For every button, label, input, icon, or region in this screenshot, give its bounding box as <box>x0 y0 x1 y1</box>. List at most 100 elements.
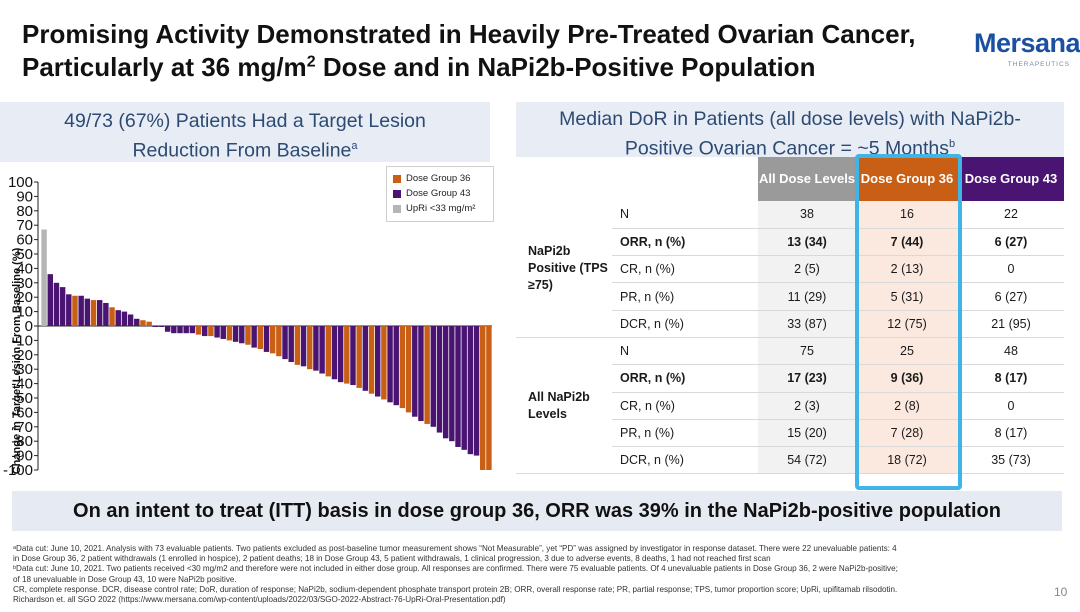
table-row: CR, n (%) 2 (3) 2 (8) 0 <box>516 392 1064 420</box>
waterfall-bar <box>214 326 220 338</box>
waterfall-header-line-1: 49/73 (67%) Patients Had a Target Lesion <box>64 110 426 132</box>
waterfall-bar <box>405 326 412 413</box>
waterfall-bar <box>418 326 424 422</box>
slide-title-line-2: Particularly at 36 mg/m2 Dose and in NaP… <box>22 51 962 84</box>
legend-item-dose36: Dose Group 36 <box>393 171 487 186</box>
waterfall-bar <box>164 326 171 332</box>
waterfall-bar <box>257 326 264 350</box>
waterfall-bar <box>486 326 492 470</box>
cell-all: 75 <box>758 336 856 366</box>
row-label: ORR, n (%) <box>612 364 758 393</box>
cell-dose43: 8 (17) <box>958 364 1064 393</box>
waterfall-bar <box>66 294 72 326</box>
waterfall-header-line-2-text: Reduction From Baseline <box>132 139 352 162</box>
waterfall-bar <box>177 326 183 334</box>
waterfall-bar <box>59 287 66 326</box>
cell-dose36: 2 (8) <box>856 392 958 420</box>
slide-title: Promising Activity Demonstrated in Heavi… <box>22 18 962 84</box>
cell-dose36: 2 (13) <box>856 255 958 284</box>
cell-dose43: 22 <box>958 201 1064 229</box>
waterfall-bar <box>263 326 270 352</box>
cell-dose36: 18 (72) <box>856 446 958 475</box>
cell-all: 38 <box>758 201 856 229</box>
footnote-line: ᵇData cut: June 10, 2021. Two patients r… <box>13 564 898 574</box>
waterfall-bar <box>140 320 146 326</box>
waterfall-bar <box>424 326 430 424</box>
title-line-2-sup: 2 <box>306 53 316 71</box>
table-row: ORR, n (%) 13 (34) 7 (44) 6 (27) <box>516 228 1064 257</box>
waterfall-bar <box>399 326 406 409</box>
page-number: 10 <box>1054 585 1068 599</box>
cell-all: 2 (5) <box>758 255 856 284</box>
y-tick-label: -80 <box>11 433 33 450</box>
waterfall-header-line-2: Reduction From Baselinea <box>0 134 490 164</box>
cell-dose43: 48 <box>958 336 1064 366</box>
waterfall-bar <box>41 229 47 326</box>
waterfall-bar <box>473 326 480 456</box>
waterfall-bar <box>90 300 97 326</box>
waterfall-bar <box>121 311 128 326</box>
table-row: CR, n (%) 2 (5) 2 (13) 0 <box>516 255 1064 284</box>
waterfall-bar <box>294 326 301 365</box>
group-label-all-napi2b: All NaPi2b Levels <box>516 336 612 475</box>
waterfall-bar <box>455 326 461 447</box>
waterfall-bar <box>480 326 486 470</box>
logo-wordmark: Mersana <box>974 28 1080 58</box>
waterfall-bar <box>449 326 455 442</box>
waterfall-bar <box>325 326 331 377</box>
waterfall-bar <box>307 326 313 370</box>
waterfall-bar <box>356 326 362 388</box>
footnote-line: ᵃData cut: June 10, 2021. Analysis with … <box>13 544 897 553</box>
waterfall-bar <box>442 326 449 439</box>
waterfall-chart: 1009080706050403020100-10-20-30-40-50-60… <box>3 174 492 479</box>
waterfall-bar <box>232 326 239 342</box>
legend-label-dose36: Dose Group 36 <box>406 173 471 184</box>
cell-dose36: 7 (28) <box>856 419 958 448</box>
waterfall-bar <box>146 321 152 326</box>
y-tick-label: -40 <box>11 376 33 393</box>
waterfall-bar <box>134 318 140 326</box>
y-tick-label: -70 <box>11 419 33 436</box>
waterfall-bar <box>183 326 189 334</box>
cell-dose43: 21 (95) <box>958 310 1064 338</box>
row-label: PR, n (%) <box>612 419 758 448</box>
legend-label-upri: UpRi <33 mg/m² <box>406 203 476 214</box>
header-dose-group-36: Dose Group 36 <box>856 157 958 201</box>
waterfall-bar <box>374 326 381 397</box>
row-label: N <box>612 201 758 229</box>
y-axis-title: Change in Target Lesion From Baseline (%… <box>11 247 23 475</box>
cell-dose43: 8 (17) <box>958 419 1064 448</box>
waterfall-bar <box>115 310 121 326</box>
waterfall-bar <box>226 326 233 341</box>
waterfall-bar <box>189 326 196 334</box>
waterfall-bar <box>103 302 109 326</box>
cell-all: 2 (3) <box>758 392 856 420</box>
logo-subtitle: THERAPEUTICS <box>1007 61 1070 68</box>
row-label: CR, n (%) <box>612 255 758 284</box>
cell-all: 13 (34) <box>758 228 856 257</box>
y-tick-label: 0 <box>25 318 33 335</box>
waterfall-bar <box>84 298 91 326</box>
waterfall-bar <box>78 295 84 326</box>
cell-dose43: 6 (27) <box>958 282 1064 311</box>
chart-legend: Dose Group 36 Dose Group 43 UpRi <33 mg/… <box>386 166 494 222</box>
y-tick-label: -10 <box>11 332 33 349</box>
table-row: ORR, n (%) 17 (23) 9 (36) 8 (17) <box>516 364 1064 393</box>
waterfall-bar <box>251 326 257 348</box>
cell-dose36: 25 <box>856 336 958 366</box>
y-tick-label: 80 <box>16 203 33 220</box>
cell-dose43: 6 (27) <box>958 228 1064 257</box>
mersana-logo: Mersana THERAPEUTICS <box>966 28 1080 76</box>
table-row: DCR, n (%) 33 (87) 12 (75) 21 (95) <box>516 310 1064 338</box>
waterfall-bar <box>208 326 214 337</box>
legend-label-dose43: Dose Group 43 <box>406 188 471 199</box>
row-label: ORR, n (%) <box>612 228 758 257</box>
header-blank-2 <box>612 157 758 201</box>
title-line-2-post: Dose and in NaPi2b-Positive Population <box>315 52 816 82</box>
waterfall-header-sup: a <box>351 140 358 152</box>
response-table: All Dose Levels Dose Group 36 Dose Group… <box>516 157 1064 475</box>
waterfall-bar <box>127 314 134 326</box>
cell-dose36: 9 (36) <box>856 364 958 393</box>
cell-dose43: 35 (73) <box>958 446 1064 475</box>
cell-all: 33 (87) <box>758 310 856 338</box>
